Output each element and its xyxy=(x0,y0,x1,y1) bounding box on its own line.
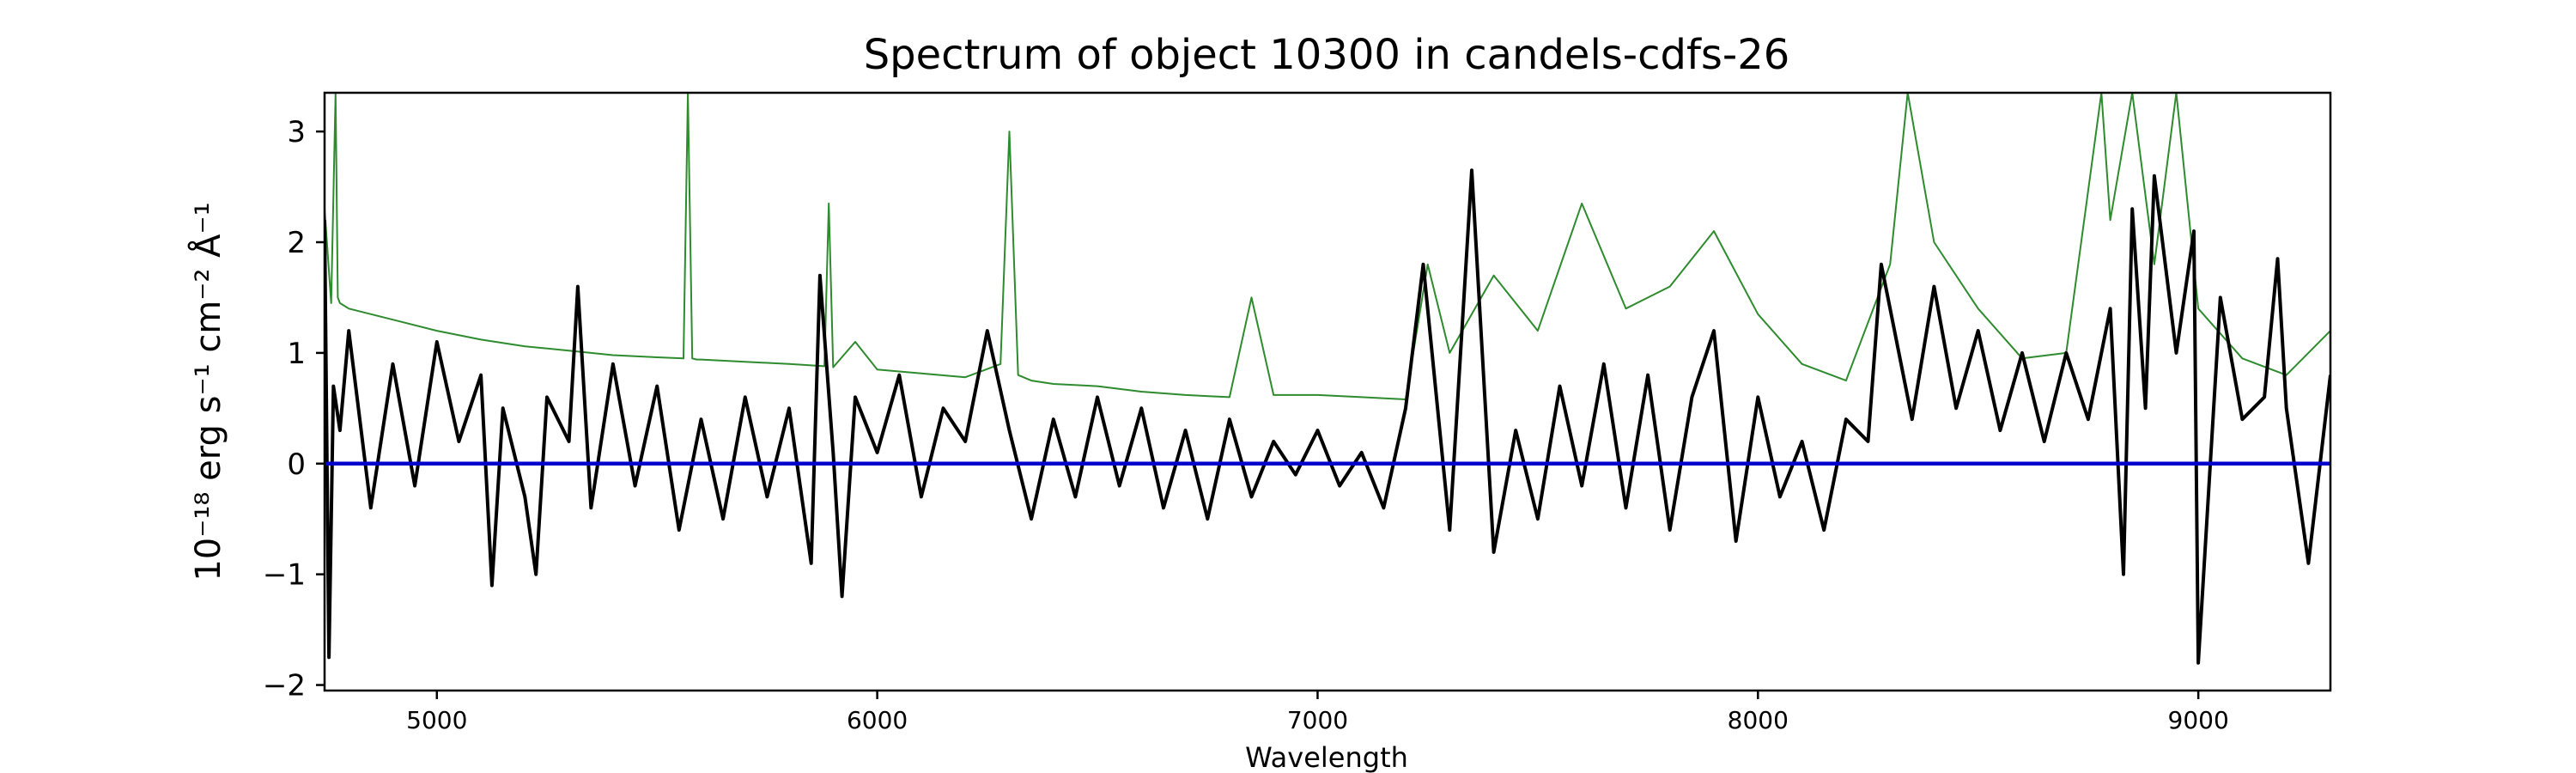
y-axis-label: 10⁻¹⁸ erg s⁻¹ cm⁻² Å⁻¹ xyxy=(187,202,228,581)
x-tick-label: 8000 xyxy=(1728,706,1789,734)
y-axis: −2 −1 0 1 2 3 xyxy=(263,115,325,703)
chart-title: Spectrum of object 10300 in candels-cdfs… xyxy=(864,31,1790,79)
x-tick-label: 6000 xyxy=(847,706,908,734)
axes-frame xyxy=(323,91,2332,692)
y-tick-label: 0 xyxy=(287,447,306,482)
y-tick-label: −1 xyxy=(263,558,306,593)
x-axis-label: Wavelength xyxy=(1245,741,1408,773)
x-tick-label: 9000 xyxy=(2168,706,2229,734)
x-tick-label: 5000 xyxy=(406,706,467,734)
flux-series-line xyxy=(325,168,2330,665)
y-tick-label: 3 xyxy=(287,115,306,149)
error-series-line xyxy=(325,93,2330,400)
y-tick-label: 1 xyxy=(287,337,306,371)
y-tick-label: 2 xyxy=(287,226,306,260)
x-axis: 5000 6000 7000 8000 9000 xyxy=(406,691,2229,734)
y-tick-label: −2 xyxy=(263,669,306,703)
x-tick-label: 7000 xyxy=(1287,706,1348,734)
series-layer xyxy=(325,93,2330,665)
plot-area: 5000 6000 7000 8000 9000 −2 −1 0 1 2 3 xyxy=(263,91,2332,734)
